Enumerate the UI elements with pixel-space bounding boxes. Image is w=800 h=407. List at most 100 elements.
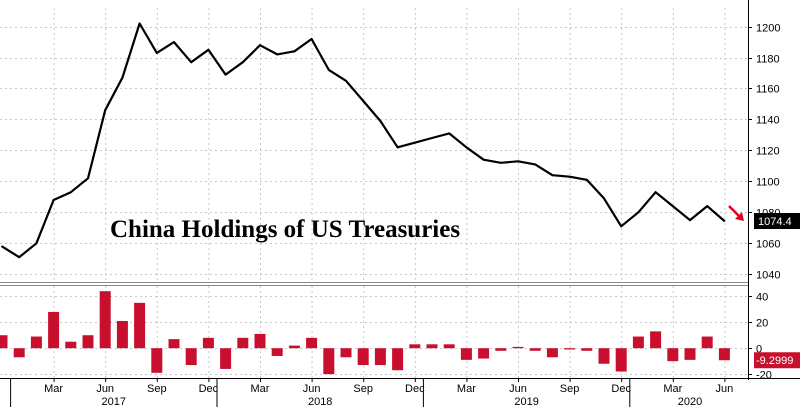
holdings-point: [689, 219, 691, 221]
holdings-point: [293, 50, 296, 53]
change-bar: [684, 348, 696, 360]
change-bar: [512, 346, 524, 349]
change-bar: [701, 336, 713, 349]
x-month-label: Jun: [509, 383, 527, 395]
change-bar: [478, 348, 490, 359]
change-bar: [426, 344, 438, 349]
holdings-point: [534, 163, 537, 166]
holdings-point: [224, 73, 227, 76]
change-bar: [185, 348, 197, 366]
top-y-tick-label: 1100: [756, 177, 780, 189]
change-bar: [168, 339, 180, 349]
top-y-tick-label: 1120: [756, 146, 780, 158]
holdings-point: [259, 44, 261, 47]
change-bar: [546, 348, 558, 358]
holdings-point: [207, 48, 210, 51]
holdings-point: [637, 211, 640, 214]
top-y-tick-label: 1200: [756, 23, 780, 35]
top-y-tick-label: 1180: [756, 54, 780, 66]
holdings-point: [345, 79, 347, 82]
holdings-point: [551, 174, 554, 177]
change-bar: [718, 348, 730, 361]
last-value-label: 1074.4: [758, 216, 792, 228]
change-bar: [30, 336, 42, 349]
x-year-label: 2018: [308, 396, 332, 407]
monthly-change-bar-panel: -20 0 20 40 -9.2999: [0, 286, 800, 382]
holdings-point: [190, 61, 193, 64]
x-month-label: Mar: [457, 383, 476, 395]
bottom-y-tick-label: 0: [756, 344, 762, 356]
change-bar: [202, 337, 214, 349]
holdings-point: [310, 38, 313, 40]
holdings-point: [431, 137, 433, 139]
x-month-label: Dec: [611, 383, 631, 395]
change-bar: [65, 341, 77, 349]
holdings-point: [155, 51, 158, 54]
change-bar: [650, 331, 662, 349]
change-bar: [460, 348, 472, 360]
holdings-point: [379, 120, 382, 122]
x-month-label: Jun: [303, 383, 321, 395]
change-bar: [564, 348, 576, 350]
x-month-label: Mar: [44, 383, 63, 395]
change-bar: [374, 348, 386, 366]
change-bar: [495, 348, 507, 351]
change-bar: [237, 337, 249, 349]
x-month-label: Dec: [199, 383, 219, 395]
x-month-label: Jun: [716, 383, 734, 395]
bottom-y-tick-label: 40: [756, 292, 768, 304]
change-bar: [151, 348, 163, 373]
holdings-point: [465, 146, 468, 149]
holdings-point: [35, 242, 38, 245]
change-bar: [306, 337, 318, 349]
top-y-tick-label: 1140: [756, 115, 780, 127]
change-bar: [529, 348, 541, 351]
holdings-point: [396, 146, 399, 149]
holdings-point: [499, 161, 502, 164]
holdings-point: [362, 99, 365, 102]
change-bar: [598, 348, 610, 364]
x-year-label: 2020: [678, 396, 702, 407]
holdings-point: [448, 132, 451, 135]
x-month-label: Mar: [251, 383, 270, 395]
change-bar: [323, 348, 335, 375]
holdings-point: [654, 191, 657, 194]
change-bar: [667, 348, 679, 362]
holdings-point: [87, 177, 89, 180]
last-value-arrow-head: [735, 212, 744, 222]
holdings-point: [413, 141, 416, 144]
x-month-label: Sep: [353, 383, 373, 395]
x-year-label: 2019: [514, 396, 538, 407]
chart-title: China Holdings of US Treasuries: [110, 216, 460, 243]
change-bar: [48, 311, 60, 349]
holdings-point: [18, 256, 21, 259]
x-month-label: Dec: [405, 383, 425, 395]
bar-last-value-badge: [754, 352, 800, 369]
top-y-tick-label: 1040: [756, 270, 780, 282]
holdings-point: [69, 191, 72, 194]
change-bar: [632, 336, 644, 349]
change-bar: [220, 348, 232, 369]
holdings-point: [104, 109, 107, 112]
x-month-label: Jun: [96, 383, 114, 395]
x-month-label: Sep: [560, 383, 580, 395]
time-axis: Mar Jun Sep Dec Mar Jun Sep Dec Mar Jun Sep Dec Mar J…: [0, 378, 800, 407]
holdings-point: [482, 158, 485, 161]
bottom-y-tick-label: -20: [756, 370, 772, 382]
change-bar: [288, 345, 300, 349]
holdings-point: [671, 205, 674, 208]
x-month-label: Mar: [663, 383, 682, 395]
change-bar: [82, 335, 94, 349]
x-year-label: 2017: [102, 396, 126, 407]
holdings-point: [568, 175, 571, 178]
change-bar: [357, 348, 369, 366]
change-bar: [392, 348, 404, 371]
change-bar: [99, 291, 111, 349]
change-bar: [134, 302, 146, 349]
last-value-arrow-shaft: [728, 205, 740, 217]
holdings-point: [603, 197, 605, 200]
holdings-line-panel: 1040106010801100112011401160118012001074…: [0, 0, 800, 380]
holdings-point: [327, 69, 330, 71]
change-bar: [615, 348, 627, 372]
change-bar: [443, 344, 455, 349]
